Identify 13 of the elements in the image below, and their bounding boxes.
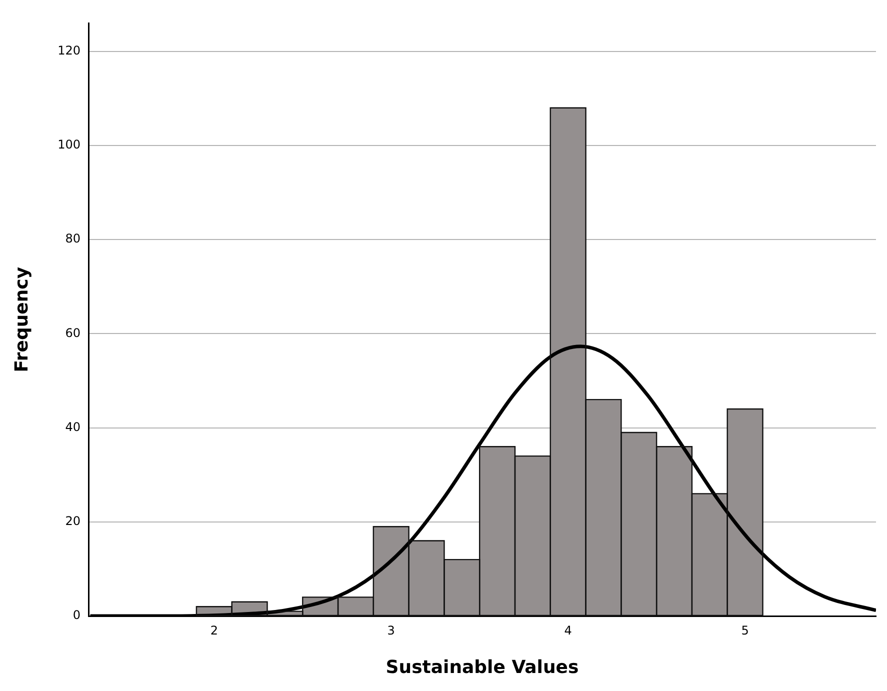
y-tick-label: 20 xyxy=(65,514,81,528)
x-tick-label: 5 xyxy=(741,623,749,638)
y-axis-title: Frequency xyxy=(11,266,32,372)
y-tick-label: 100 xyxy=(58,138,81,152)
y-tick-label: 0 xyxy=(72,608,81,622)
y-tick-label: 60 xyxy=(65,326,81,340)
y-tick-label: 120 xyxy=(58,44,81,58)
y-tick-label: 80 xyxy=(65,232,81,246)
x-tick-label: 3 xyxy=(387,623,395,638)
x-tick-label: 2 xyxy=(210,623,218,638)
x-tick-label: 4 xyxy=(564,623,572,638)
x-axis-title: Sustainable Values xyxy=(386,656,579,678)
y-tick-label: 40 xyxy=(65,420,81,434)
